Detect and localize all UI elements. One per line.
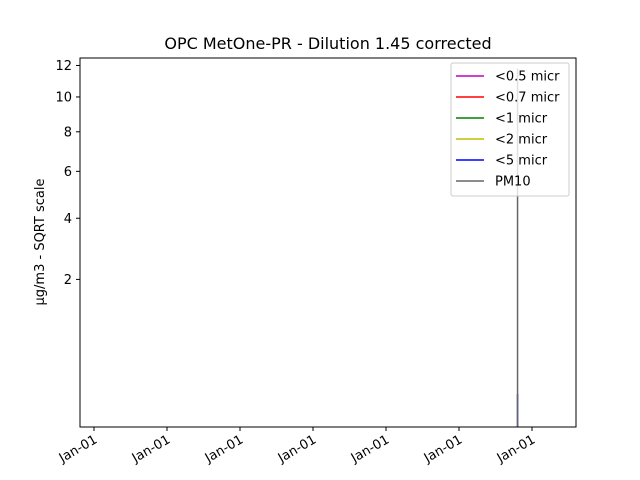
y-axis-label: µg/m3 - SQRT scale	[33, 179, 48, 306]
legend-label: <0.7 micr	[495, 91, 560, 106]
legend-label: <5 micr	[495, 154, 548, 169]
legend: <0.5 micr <0.7 micr <1 micr <2 micr <5 micr P…	[450, 62, 570, 197]
plot-frame	[79, 57, 577, 428]
y-tick-label: 4	[64, 212, 72, 227]
legend-label: <0.5 micr	[495, 70, 560, 85]
y-tick-label: 2	[64, 273, 72, 288]
y-tick-label: 12	[55, 59, 72, 74]
chart-title: OPC MetOne-PR - Dilution 1.45 corrected	[164, 34, 491, 53]
y-axis-ticks: 2 4 6 8 10 12	[55, 59, 80, 288]
y-tick-label: 10	[55, 90, 72, 105]
y-tick-label: 8	[64, 125, 72, 140]
legend-label: PM10	[495, 175, 531, 190]
y-tick-label: 6	[64, 165, 72, 180]
legend-label: <1 micr	[495, 112, 548, 127]
legend-label: <2 micr	[495, 133, 548, 148]
